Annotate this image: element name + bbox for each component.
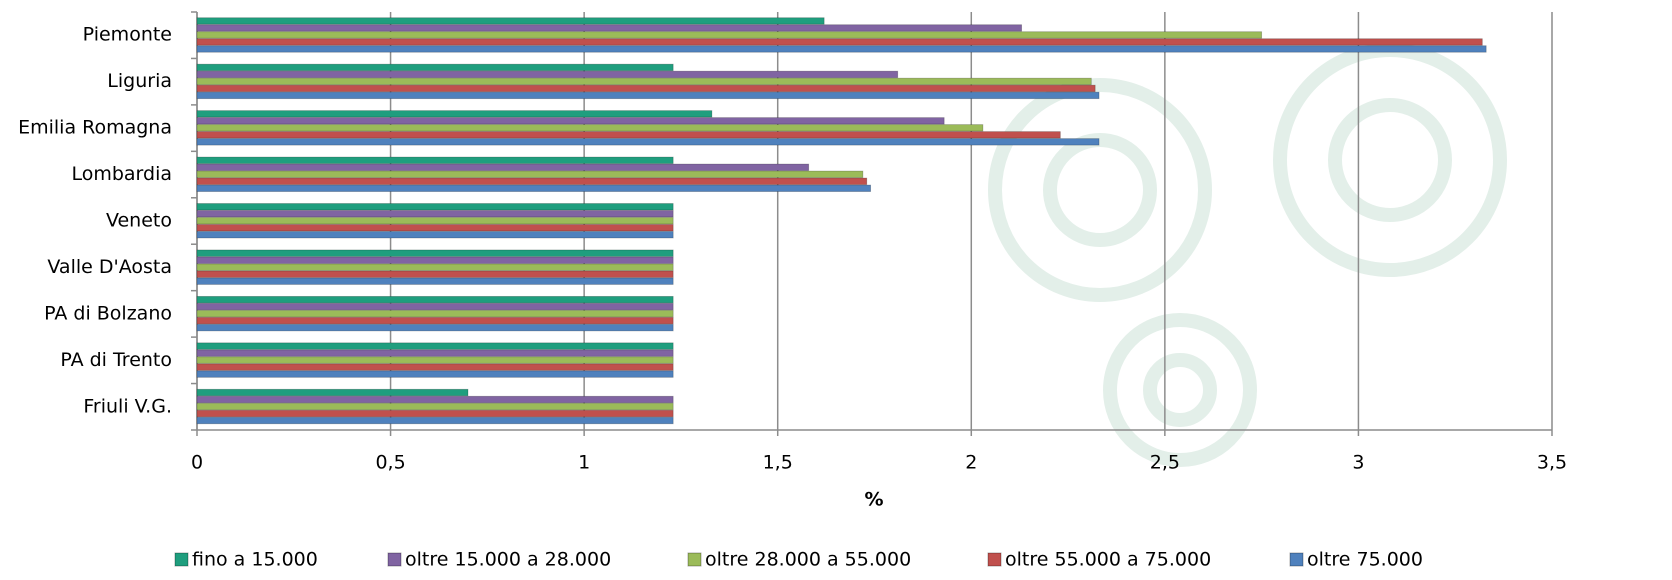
bar <box>196 24 1023 32</box>
x-tick-label: 3,5 <box>1537 452 1567 474</box>
watermark <box>988 43 1507 467</box>
bar <box>196 342 674 350</box>
y-tick-label: PA di Bolzano <box>44 302 172 324</box>
bar <box>196 270 674 278</box>
bar <box>196 210 674 218</box>
bar <box>196 409 674 418</box>
legend-label: oltre 15.000 a 28.000 <box>405 549 611 571</box>
bar <box>196 17 825 25</box>
bar <box>196 402 674 411</box>
bar <box>196 249 674 257</box>
bar <box>196 224 674 232</box>
legend-label: oltre 55.000 a 75.000 <box>1005 549 1211 571</box>
bar <box>196 77 1092 86</box>
bar <box>196 131 1061 139</box>
bar <box>196 256 674 264</box>
bar <box>196 177 868 185</box>
bar <box>196 388 469 397</box>
y-tick-label: Piemonte <box>83 24 172 46</box>
bar <box>196 295 674 304</box>
legend-marker <box>687 552 702 567</box>
x-tick-label: 1,5 <box>763 452 793 474</box>
y-tick-label: Liguria <box>107 70 172 92</box>
bar <box>196 356 674 364</box>
bar <box>196 38 1483 46</box>
bar <box>196 302 674 311</box>
bar <box>196 363 674 371</box>
bar <box>196 370 674 378</box>
bar <box>196 45 1487 53</box>
bar <box>196 309 674 318</box>
bar <box>196 323 674 332</box>
bar <box>196 117 945 125</box>
legend-label: oltre 75.000 <box>1307 549 1423 571</box>
x-tick-label: 0 <box>191 452 203 474</box>
bar <box>196 263 674 271</box>
bar <box>196 70 899 79</box>
x-tick-label: 0,5 <box>375 452 405 474</box>
bar <box>196 416 674 425</box>
bar <box>196 138 1100 146</box>
bar <box>196 124 984 132</box>
y-tick-label: Valle D'Aosta <box>47 256 172 278</box>
bar <box>196 91 1100 100</box>
y-tick-label: Emilia Romagna <box>18 117 172 139</box>
bar <box>196 170 864 178</box>
bar <box>196 217 674 225</box>
legend-label: oltre 28.000 a 55.000 <box>705 549 911 571</box>
bar <box>196 84 1096 93</box>
bar <box>196 63 674 72</box>
bar <box>196 277 674 285</box>
bar <box>196 231 674 239</box>
bar <box>196 31 1263 39</box>
legend-marker <box>1289 552 1304 567</box>
bar <box>196 163 810 171</box>
x-tick-label: 3 <box>1352 452 1364 474</box>
bar <box>196 203 674 211</box>
bar <box>196 184 872 192</box>
bar <box>196 316 674 325</box>
y-tick-label: Lombardia <box>71 163 172 185</box>
legend-marker <box>987 552 1002 567</box>
x-tick-label: 2,5 <box>1150 452 1180 474</box>
x-tick-label: 2 <box>965 452 977 474</box>
legend-marker <box>174 552 189 567</box>
bar <box>196 110 713 118</box>
y-tick-label: Veneto <box>106 210 172 232</box>
bar <box>196 395 674 404</box>
x-axis-label: % <box>864 489 883 511</box>
y-tick-label: PA di Trento <box>60 349 172 371</box>
legend-marker <box>387 552 402 567</box>
legend-label: fino a 15.000 <box>192 549 318 571</box>
bar <box>196 156 674 164</box>
y-tick-label: Friuli V.G. <box>83 395 172 417</box>
bar <box>196 349 674 357</box>
x-tick-label: 1 <box>578 452 590 474</box>
